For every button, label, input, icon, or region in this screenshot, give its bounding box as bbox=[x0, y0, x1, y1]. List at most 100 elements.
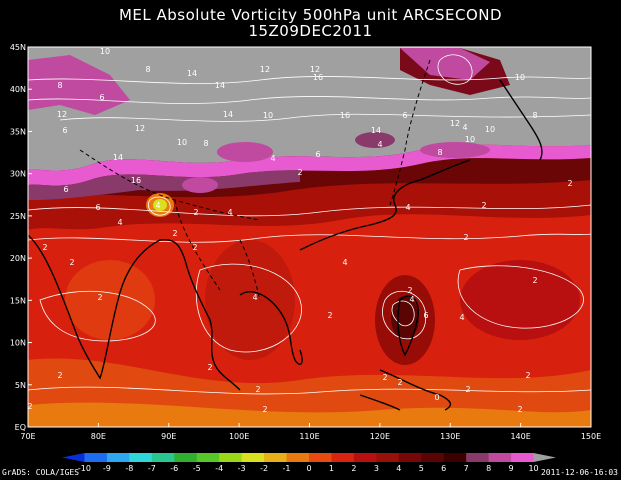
colorbar-label: -9 bbox=[103, 464, 111, 473]
lon-tick-label: 80E bbox=[91, 432, 106, 441]
contour-value-label: 8 bbox=[57, 81, 62, 90]
contour-value-label: 16 bbox=[313, 73, 323, 82]
contour-value-label: 6 bbox=[99, 93, 104, 102]
colorbar: -10 -9 -8 -7 -6 -5 -4 -3 -2 -1 0 1 2 3 4 5 6 7 8 9 10 bbox=[62, 453, 556, 473]
colorbar-swatch bbox=[106, 453, 130, 462]
lon-tick-label: 110E bbox=[299, 432, 319, 441]
colorbar-swatch bbox=[174, 453, 198, 462]
contour-value-label: 4 bbox=[342, 258, 347, 267]
colorbar-swatch bbox=[151, 453, 175, 462]
contour-value-label: 14 bbox=[223, 110, 233, 119]
contour-value-label: 10 bbox=[465, 135, 475, 144]
lat-tick-label: 25N bbox=[10, 212, 26, 221]
political-boundaries bbox=[79, 59, 431, 301]
colorbar-swatch bbox=[241, 453, 265, 462]
contour-value-label: 2 bbox=[207, 363, 212, 372]
contour-value-label: 2 bbox=[172, 229, 177, 238]
contour-value-label: 10 bbox=[485, 125, 495, 134]
lat-tick-label: 45N bbox=[10, 43, 26, 52]
contour-value-label: 4 bbox=[462, 123, 467, 132]
colorbar-label: -5 bbox=[193, 464, 201, 473]
contour-value-label: 6 bbox=[423, 311, 428, 320]
lat-tick-label: 15N bbox=[10, 296, 26, 305]
contour-value-label: 4 bbox=[117, 218, 122, 227]
contour-value-label: 2 bbox=[407, 286, 412, 295]
colorbar-label: -10 bbox=[78, 464, 91, 473]
colorbar-label: 8 bbox=[486, 464, 491, 473]
contour-value-label: 14 bbox=[215, 81, 225, 90]
colorbar-label: 3 bbox=[374, 464, 379, 473]
contour-value-label: 12 bbox=[310, 65, 320, 74]
contour-value-label: 6 bbox=[95, 203, 100, 212]
colorbar-swatch bbox=[62, 453, 85, 462]
contour-value-label: 4 bbox=[227, 208, 232, 217]
colorbar-swatch bbox=[286, 453, 310, 462]
map-title: MEL Absolute Vorticity 500hPa unit ARCSE… bbox=[118, 6, 503, 24]
contour-value-label: 4 bbox=[252, 293, 257, 302]
contour-value-label: 14 bbox=[113, 153, 123, 162]
colorbar-swatch bbox=[443, 453, 467, 462]
lat-tick-label: EQ bbox=[15, 423, 26, 432]
contour-value-label: 6 bbox=[62, 126, 67, 135]
map-subtitle: 15Z09DEC2011 bbox=[248, 22, 373, 40]
contour-value-label: 12 bbox=[135, 124, 145, 133]
colorbar-label: 9 bbox=[509, 464, 514, 473]
lon-tick-label: 70E bbox=[20, 432, 35, 441]
contour-value-label: 16 bbox=[340, 111, 350, 120]
colorbar-label: 4 bbox=[396, 464, 401, 473]
contour-value-label: 2 bbox=[69, 258, 74, 267]
contour-value-label: 2 bbox=[517, 405, 522, 414]
contour-lines bbox=[28, 54, 591, 395]
colorbar-swatch bbox=[309, 453, 332, 462]
lon-tick-label: 120E bbox=[370, 432, 390, 441]
contour-value-label: 4 bbox=[155, 201, 160, 210]
contour-value-label: 2 bbox=[465, 385, 470, 394]
lon-tick-label: 150E bbox=[581, 432, 601, 441]
colorbar-label: 7 bbox=[464, 464, 469, 473]
contour-value-label: 8 bbox=[532, 111, 537, 120]
colorbar-label: -2 bbox=[260, 464, 268, 473]
contour-value-label: 4 bbox=[409, 295, 414, 304]
colorbar-label: 2 bbox=[351, 464, 356, 473]
colorbar-swatch bbox=[376, 453, 400, 462]
colorbar-swatch bbox=[264, 453, 288, 462]
contour-value-label: 2 bbox=[27, 402, 32, 411]
contour-value-label: 2 bbox=[481, 201, 486, 210]
colorbar-swatch bbox=[353, 453, 377, 462]
lon-tick-label: 100E bbox=[229, 432, 249, 441]
colorbar-label: 6 bbox=[441, 464, 446, 473]
timestamp: 2011-12-06-16:03 bbox=[540, 468, 618, 477]
lat-tick-label: 35N bbox=[10, 127, 26, 136]
lon-tick-label: 130E bbox=[440, 432, 460, 441]
contour-value-label: 8 bbox=[437, 148, 442, 157]
contour-value-label: 6 bbox=[402, 111, 407, 120]
lat-tick-label: 5N bbox=[15, 381, 26, 390]
lat-tick-label: 10N bbox=[10, 339, 26, 348]
colorbar-swatch bbox=[511, 453, 535, 462]
longitude-axis: 70E 80E 90E 100E 110E 120E 130E 140E 150E bbox=[20, 423, 601, 441]
colorbar-swatch bbox=[196, 453, 220, 462]
contour-value-label: 2 bbox=[57, 371, 62, 380]
contour-value-label: 2 bbox=[97, 293, 102, 302]
latitude-axis: 45N 40N 35N 30N 25N 20N 15N 10N 5N EQ bbox=[10, 43, 32, 432]
contour-value-label: 16 bbox=[131, 176, 141, 185]
contour-value-label: 2 bbox=[525, 371, 530, 380]
contour-value-label: 2 bbox=[262, 405, 267, 414]
lon-tick-label: 140E bbox=[510, 432, 530, 441]
contour-value-label: 4 bbox=[405, 203, 410, 212]
colorbar-swatch bbox=[84, 453, 108, 462]
contour-value-label: 8 bbox=[203, 139, 208, 148]
contour-value-label: 2 bbox=[463, 233, 468, 242]
contour-value-label: 2 bbox=[397, 378, 402, 387]
colorbar-label: -1 bbox=[283, 464, 291, 473]
contour-value-label: 14 bbox=[187, 69, 197, 78]
contour-value-label: 10 bbox=[177, 138, 187, 147]
coastlines bbox=[28, 79, 543, 411]
contour-value-label: 10 bbox=[263, 111, 273, 120]
colorbar-swatch bbox=[533, 453, 556, 462]
lat-tick-label: 40N bbox=[10, 85, 26, 94]
lat-tick-label: 20N bbox=[10, 254, 26, 263]
colorbar-label: 0 bbox=[306, 464, 311, 473]
